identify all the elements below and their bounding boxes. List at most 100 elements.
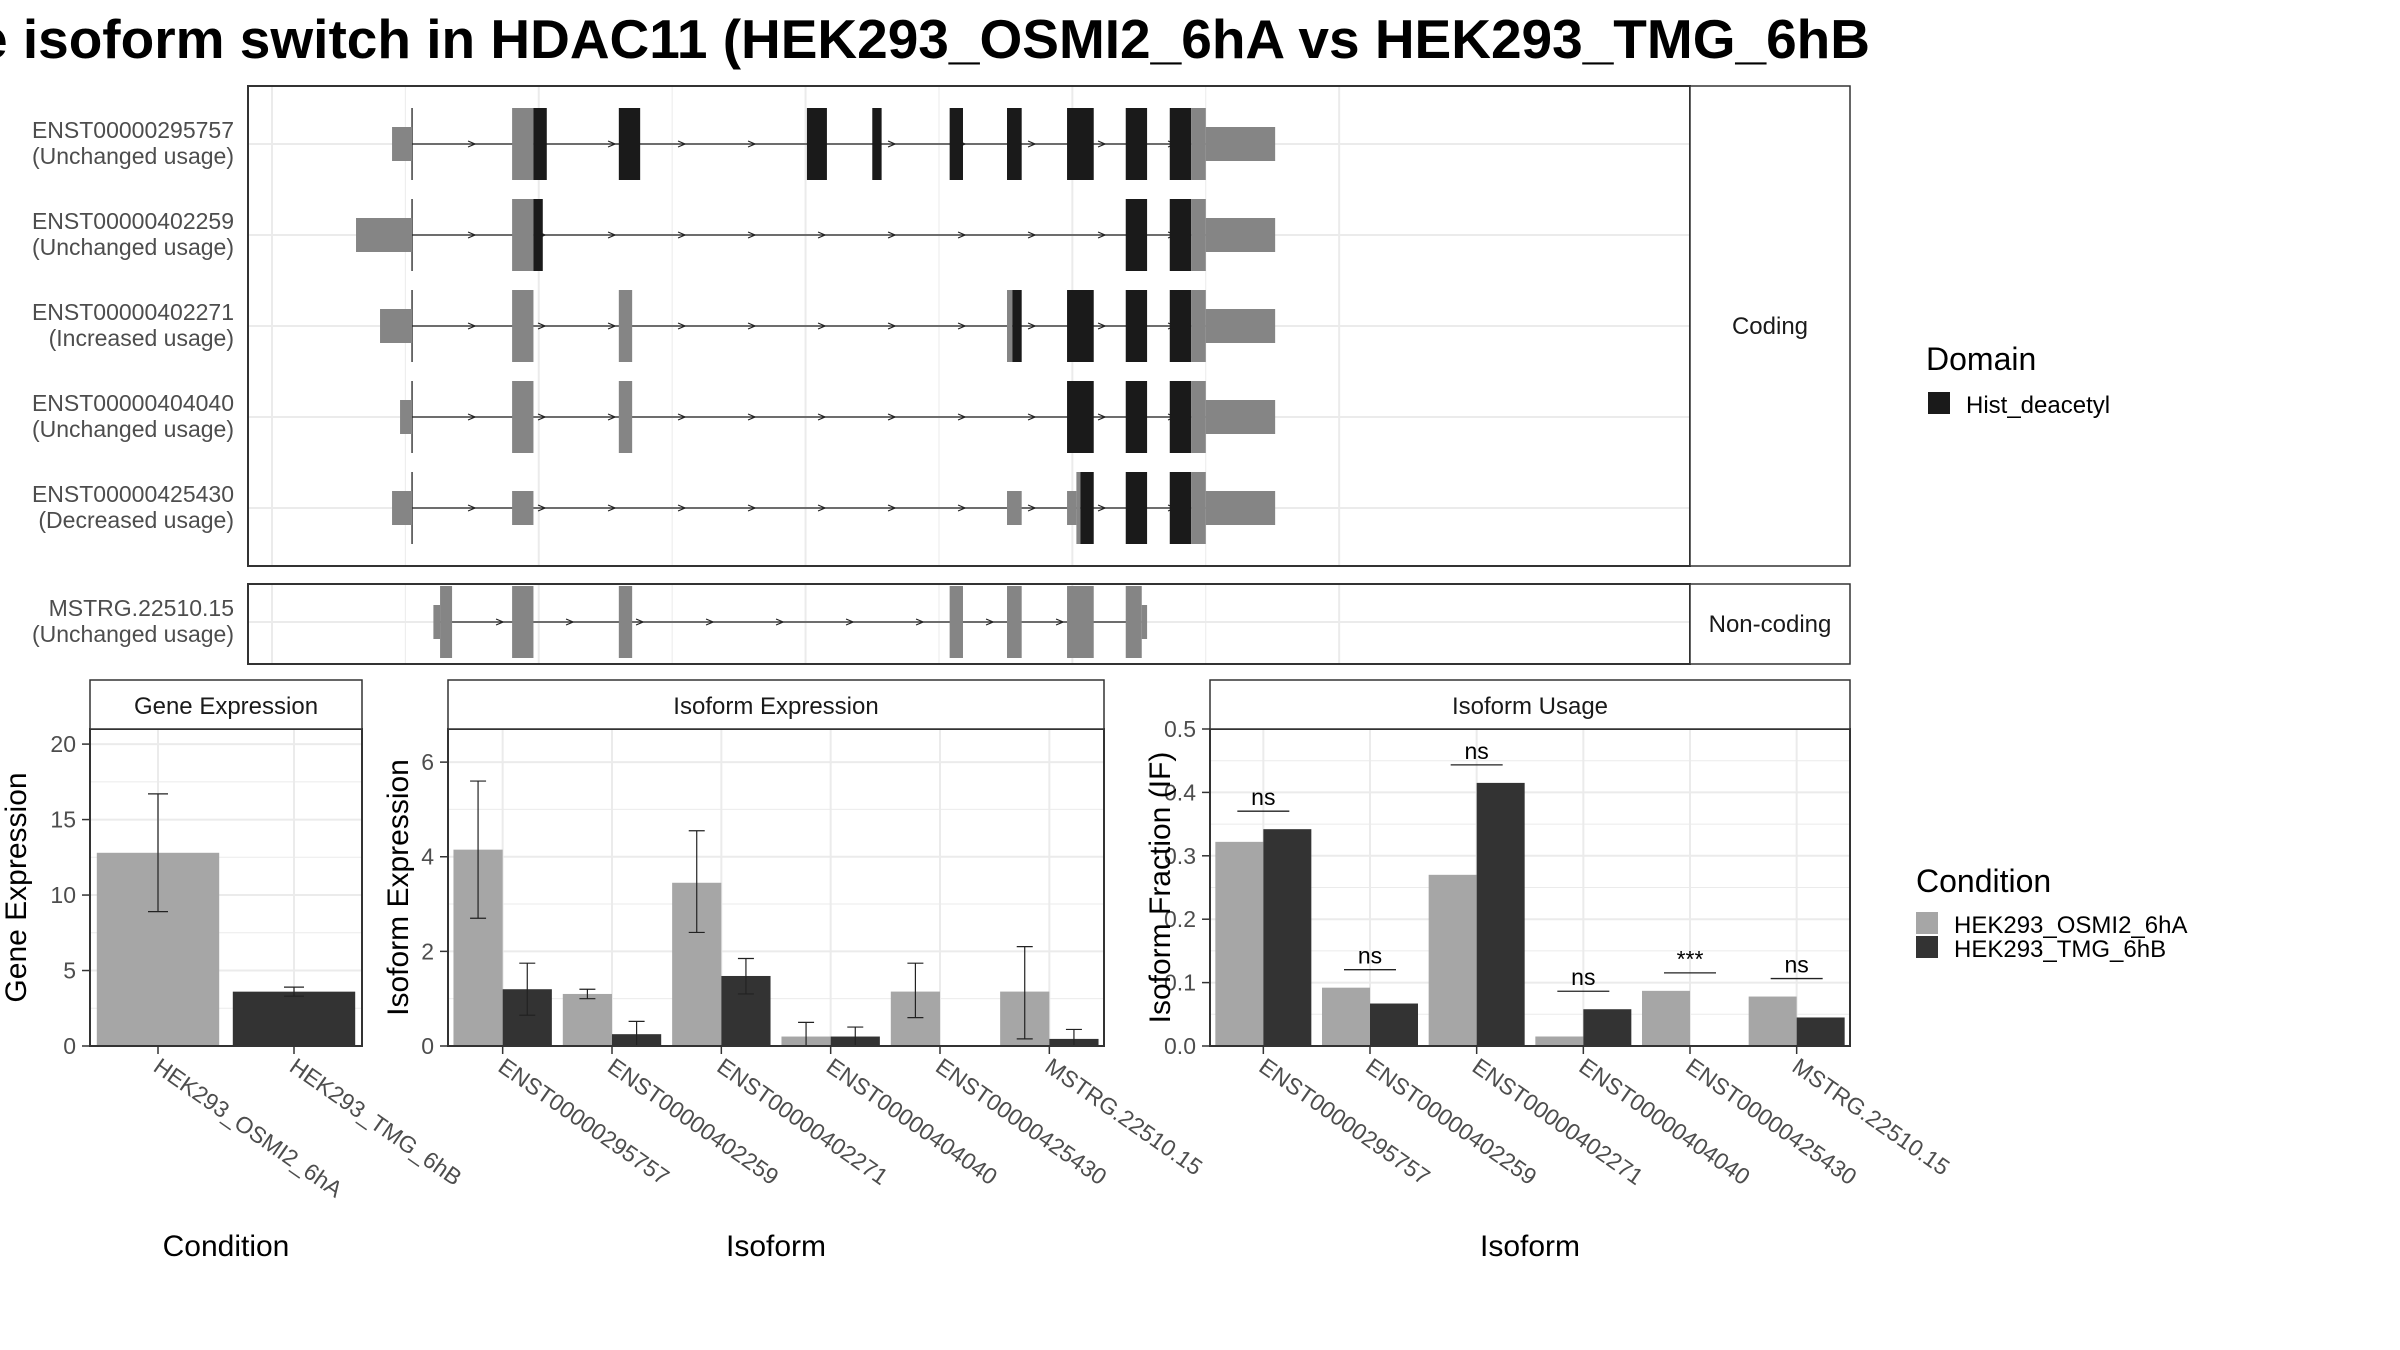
direction-arrow bbox=[887, 504, 897, 512]
panel-strip bbox=[1209, 679, 1851, 730]
direction-arrow bbox=[467, 140, 477, 148]
exon-block bbox=[380, 309, 413, 343]
bar bbox=[1215, 841, 1264, 1046]
domain-block bbox=[872, 108, 882, 180]
transcript-track bbox=[433, 586, 1148, 658]
y-tick-label: 0.5 bbox=[1164, 716, 1196, 742]
y-tick-label: 0.1 bbox=[1164, 970, 1196, 996]
significance-label: ns bbox=[1571, 964, 1595, 990]
domain-block bbox=[1067, 290, 1094, 362]
bar bbox=[1748, 996, 1797, 1046]
transcript-track bbox=[380, 290, 1276, 362]
exon-block bbox=[1205, 400, 1276, 434]
x-axis-title: Isoform bbox=[726, 1230, 826, 1263]
exon-block bbox=[1191, 290, 1206, 362]
direction-arrow bbox=[1027, 231, 1037, 239]
direction-arrow bbox=[537, 504, 547, 512]
significance-label: ns bbox=[1465, 738, 1489, 764]
noncoding-panel-bg bbox=[248, 584, 1690, 664]
exon-block bbox=[1191, 108, 1206, 180]
transcript-track bbox=[392, 108, 1276, 180]
legend-swatch-condition-b bbox=[1916, 936, 1938, 958]
direction-arrow bbox=[1097, 140, 1107, 148]
direction-arrow bbox=[565, 618, 575, 626]
exon-block bbox=[1205, 218, 1276, 252]
exon-block bbox=[512, 381, 534, 453]
domain-block bbox=[1169, 472, 1192, 544]
x-tick-label: ENST00000402271 bbox=[1468, 1053, 1648, 1190]
direction-arrow bbox=[1097, 231, 1107, 239]
chart-panel-2 bbox=[1202, 679, 1851, 1054]
transcript-track bbox=[392, 472, 1276, 544]
domain-block bbox=[1169, 381, 1192, 453]
transcript-track bbox=[356, 199, 1276, 271]
title-container: he isoform switch in HDAC11 (HEK293_OSMI… bbox=[0, 0, 1870, 85]
chart-panel-1 bbox=[440, 679, 1105, 1054]
exon-block bbox=[1191, 472, 1206, 544]
exon-block bbox=[1067, 491, 1077, 525]
transcript-id-label: ENST00000295757 bbox=[32, 117, 234, 143]
bar bbox=[1583, 1009, 1632, 1046]
domain-block bbox=[1080, 472, 1094, 544]
y-tick-label: 0.2 bbox=[1164, 906, 1196, 932]
direction-arrow bbox=[747, 322, 757, 330]
direction-arrow bbox=[817, 413, 827, 421]
x-tick-label: ENST00000404040 bbox=[1574, 1053, 1754, 1190]
exon-block bbox=[949, 586, 963, 658]
transcript-id-label: ENST00000404040 bbox=[32, 390, 234, 416]
transcript-usage-label: (Unchanged usage) bbox=[32, 143, 234, 169]
panel-strip-label: Isoform Usage bbox=[1452, 693, 1608, 720]
x-tick-label: ENST00000402259 bbox=[1361, 1053, 1541, 1190]
direction-arrow bbox=[467, 322, 477, 330]
y-tick-label: 4 bbox=[421, 844, 434, 870]
direction-arrow bbox=[677, 322, 687, 330]
direction-arrow bbox=[957, 231, 967, 239]
exon-block bbox=[512, 586, 534, 658]
transcript-usage-label: (Unchanged usage) bbox=[32, 621, 234, 647]
legend-swatch-condition-a bbox=[1916, 912, 1938, 934]
direction-arrow bbox=[607, 322, 617, 330]
transcript-usage-label: (Unchanged usage) bbox=[32, 234, 234, 260]
direction-arrow bbox=[985, 618, 995, 626]
transcript-track bbox=[400, 381, 1276, 453]
bar bbox=[562, 993, 612, 1046]
x-axis-title: Condition bbox=[163, 1230, 290, 1263]
x-tick-label: ENST00000295757 bbox=[1254, 1053, 1434, 1190]
direction-arrow bbox=[887, 413, 897, 421]
transcript-id-label: ENST00000402271 bbox=[32, 299, 234, 325]
y-axis-title: Gene Expression bbox=[0, 772, 33, 1002]
domain-block bbox=[618, 108, 641, 180]
bar bbox=[1642, 990, 1690, 1046]
panel-strip bbox=[447, 679, 1105, 730]
direction-arrow bbox=[1027, 413, 1037, 421]
transcript-usage-label: (Unchanged usage) bbox=[32, 416, 234, 442]
condition-legend-title: Condition bbox=[1916, 863, 2051, 899]
direction-arrow bbox=[747, 504, 757, 512]
legend-label-condition-a: HEK293_OSMI2_6hA bbox=[1954, 912, 2187, 939]
y-tick-label: 10 bbox=[50, 882, 76, 908]
direction-arrow bbox=[1097, 413, 1107, 421]
y-tick-label: 0.3 bbox=[1164, 843, 1196, 869]
y-tick-label: 5 bbox=[63, 958, 76, 984]
domain-legend-title: Domain bbox=[1926, 341, 2036, 377]
domain-block bbox=[533, 108, 547, 180]
direction-arrow bbox=[607, 231, 617, 239]
exon-block bbox=[1205, 491, 1276, 525]
direction-arrow bbox=[467, 231, 477, 239]
exon-block bbox=[512, 199, 534, 271]
exon-block bbox=[512, 108, 534, 180]
direction-arrow bbox=[775, 618, 785, 626]
exon-block bbox=[356, 218, 413, 252]
exon-block bbox=[1007, 491, 1022, 525]
direction-arrow bbox=[817, 231, 827, 239]
y-tick-label: 0.0 bbox=[1164, 1033, 1196, 1059]
exon-block bbox=[1067, 586, 1094, 658]
legend-label-domain: Hist_deacetyl bbox=[1966, 392, 2110, 419]
y-tick-label: 20 bbox=[50, 731, 76, 757]
strip-noncoding bbox=[1689, 583, 1851, 665]
direction-arrow bbox=[495, 618, 505, 626]
direction-arrow bbox=[1097, 322, 1107, 330]
page-title: he isoform switch in HDAC11 (HEK293_OSMI… bbox=[0, 8, 1870, 70]
transcript-id-label: ENST00000425430 bbox=[32, 481, 234, 507]
direction-arrow bbox=[1027, 140, 1037, 148]
